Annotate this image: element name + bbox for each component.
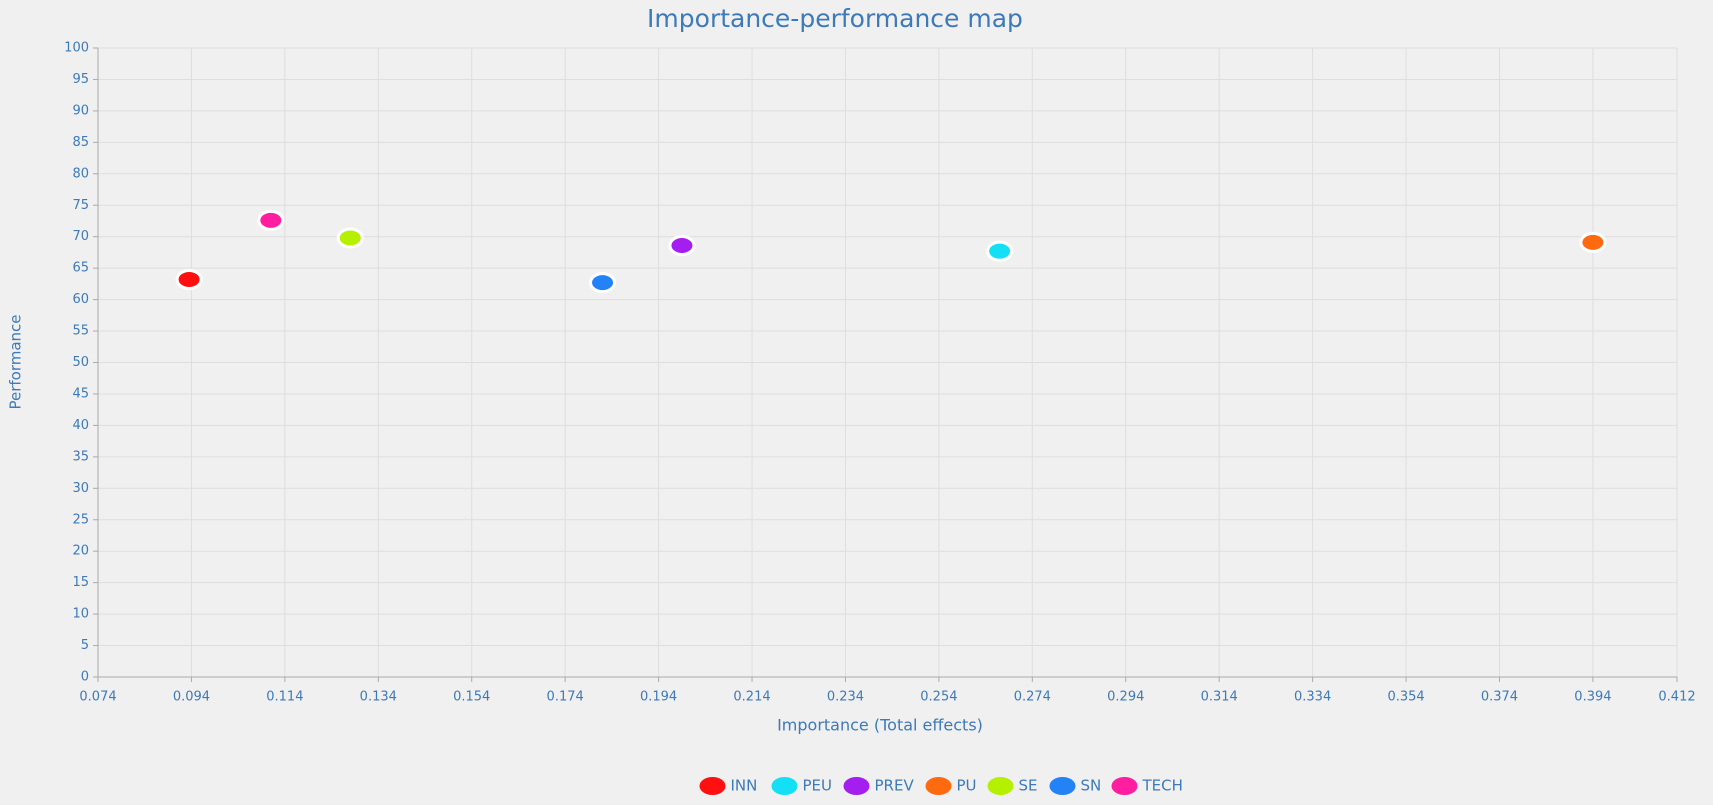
- legend-label: PU: [957, 777, 977, 795]
- x-tick-label: 0.154: [453, 690, 490, 705]
- legend-label: INN: [731, 777, 758, 795]
- y-tick-label: 45: [72, 386, 89, 401]
- legend-marker: [987, 777, 1014, 795]
- legend-marker: [925, 777, 952, 795]
- y-tick-label: 55: [72, 324, 89, 339]
- x-tick-label: 0.314: [1201, 690, 1238, 705]
- y-tick-label: 65: [72, 261, 89, 276]
- x-axis-label: Importance (Total effects): [777, 716, 983, 735]
- y-tick-label: 25: [72, 512, 89, 527]
- point: [668, 235, 696, 257]
- x-tick-label: 0.214: [733, 690, 770, 705]
- x-tick-label: 0.114: [266, 690, 303, 705]
- y-tick-label: 20: [72, 544, 89, 559]
- y-tick-label: 75: [72, 198, 89, 213]
- y-tick-label: 80: [72, 166, 89, 181]
- point: [175, 268, 203, 290]
- y-axis-label: Performance: [7, 314, 25, 409]
- x-tick-label: 0.194: [640, 690, 677, 705]
- y-tick-label: 60: [72, 292, 89, 307]
- legend-marker: [1111, 777, 1138, 795]
- x-tick-label: 0.234: [827, 690, 864, 705]
- y-tick-label: 0: [81, 670, 89, 685]
- x-tick-label: 0.074: [79, 690, 116, 705]
- chart-title: Importance-performance map: [647, 4, 1023, 33]
- y-tick-label: 50: [72, 355, 89, 370]
- x-tick-label: 0.174: [547, 690, 584, 705]
- point: [336, 227, 364, 249]
- y-tick-label: 70: [72, 229, 89, 244]
- x-tick-label: 0.394: [1574, 690, 1611, 705]
- legend-label: PEU: [803, 777, 833, 795]
- y-tick-label: 35: [72, 449, 89, 464]
- y-tick-label: 5: [81, 638, 89, 653]
- x-tick-label: 0.274: [1014, 690, 1051, 705]
- x-tick-label: 0.134: [360, 690, 397, 705]
- x-tick-label: 0.334: [1294, 690, 1331, 705]
- legend-marker: [843, 777, 870, 795]
- y-tick-label: 95: [72, 72, 89, 87]
- x-tick-label: 0.254: [920, 690, 957, 705]
- point: [589, 272, 617, 294]
- y-tick-label: 30: [72, 481, 89, 496]
- y-tick-label: 40: [72, 418, 89, 433]
- y-tick-label: 85: [72, 135, 89, 150]
- x-tick-label: 0.294: [1107, 690, 1144, 705]
- legend-label: TECH: [1142, 777, 1183, 795]
- legend-marker: [699, 777, 726, 795]
- legend-marker: [1049, 777, 1076, 795]
- point: [1579, 231, 1607, 253]
- point: [257, 209, 285, 231]
- y-tick-label: 90: [72, 103, 89, 118]
- legend-marker: [771, 777, 798, 795]
- x-tick-label: 0.094: [173, 690, 210, 705]
- legend-label: SE: [1019, 777, 1038, 795]
- x-tick-label: 0.374: [1481, 690, 1518, 705]
- legend-label: SN: [1081, 777, 1102, 795]
- y-tick-label: 10: [72, 607, 89, 622]
- y-tick-label: 15: [72, 575, 89, 590]
- point: [986, 240, 1014, 262]
- legend-label: PREV: [875, 777, 915, 795]
- x-tick-label: 0.354: [1387, 690, 1424, 705]
- x-tick-label: 0.412: [1658, 690, 1695, 705]
- y-tick-label: 100: [64, 41, 89, 56]
